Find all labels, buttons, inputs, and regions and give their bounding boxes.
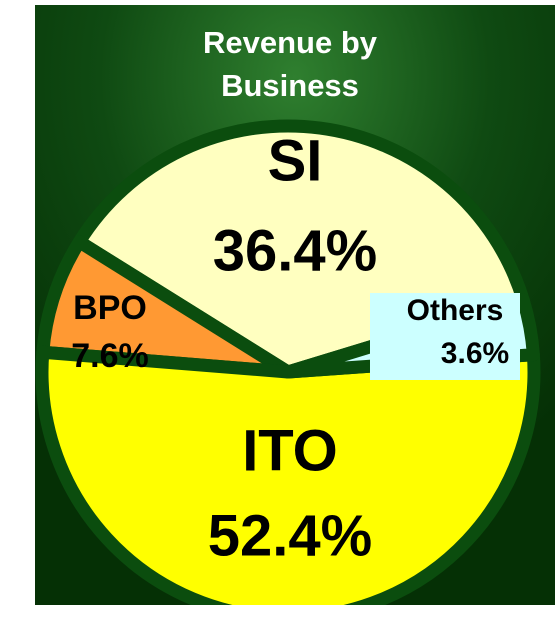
slice-value: 52.4% [208,503,372,568]
slice-label: ITO [242,418,338,483]
slice-label: SI [268,128,323,193]
slice-label: BPO [73,289,147,327]
slice-label: Others [407,294,504,327]
slice-value: 3.6% [441,337,509,370]
slice-value: 7.6% [71,337,149,375]
label-box [370,293,520,380]
pie-slice [35,345,541,605]
chart-title: Revenue by Business [203,25,378,103]
slice-value: 36.4% [213,218,377,283]
